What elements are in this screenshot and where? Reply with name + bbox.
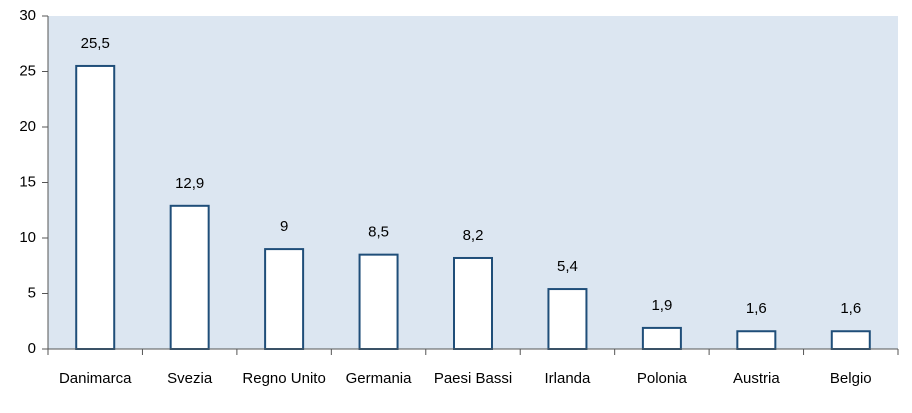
x-tick-label: Svezia bbox=[167, 370, 213, 387]
data-label: 5,4 bbox=[557, 258, 578, 275]
bar bbox=[641, 326, 682, 351]
x-tick-label: Belgio bbox=[830, 370, 872, 387]
data-label: 1,6 bbox=[746, 300, 767, 317]
bar bbox=[453, 256, 493, 351]
data-label: 1,6 bbox=[840, 300, 861, 317]
x-tick-label: Regno Unito bbox=[242, 370, 325, 387]
data-label: 8,2 bbox=[463, 227, 484, 244]
data-label: 8,5 bbox=[368, 224, 389, 241]
data-label: 12,9 bbox=[175, 175, 204, 192]
data-label: 1,9 bbox=[651, 297, 672, 314]
x-tick-label: Polonia bbox=[637, 370, 688, 387]
x-tick-label: Germania bbox=[346, 370, 413, 387]
y-tick-label: 20 bbox=[19, 118, 36, 135]
y-tick-label: 0 bbox=[28, 340, 36, 357]
bar bbox=[547, 288, 588, 350]
bar bbox=[830, 330, 871, 350]
bar bbox=[736, 330, 777, 350]
y-tick-label: 30 bbox=[19, 7, 36, 24]
x-tick-label: Irlanda bbox=[545, 370, 592, 387]
data-label: 9 bbox=[280, 218, 288, 235]
bar bbox=[169, 204, 210, 350]
x-tick-label: Austria bbox=[733, 370, 780, 387]
bar bbox=[358, 253, 399, 350]
x-tick-label: Paesi Bassi bbox=[434, 370, 512, 387]
y-tick-label: 10 bbox=[19, 229, 36, 246]
bar bbox=[264, 248, 305, 351]
y-tick-label: 5 bbox=[28, 284, 36, 301]
x-tick-label: Danimarca bbox=[59, 370, 132, 387]
y-tick-label: 25 bbox=[19, 62, 36, 79]
y-tick-label: 15 bbox=[19, 173, 36, 190]
bar bbox=[75, 64, 116, 350]
data-label: 25,5 bbox=[81, 35, 110, 52]
